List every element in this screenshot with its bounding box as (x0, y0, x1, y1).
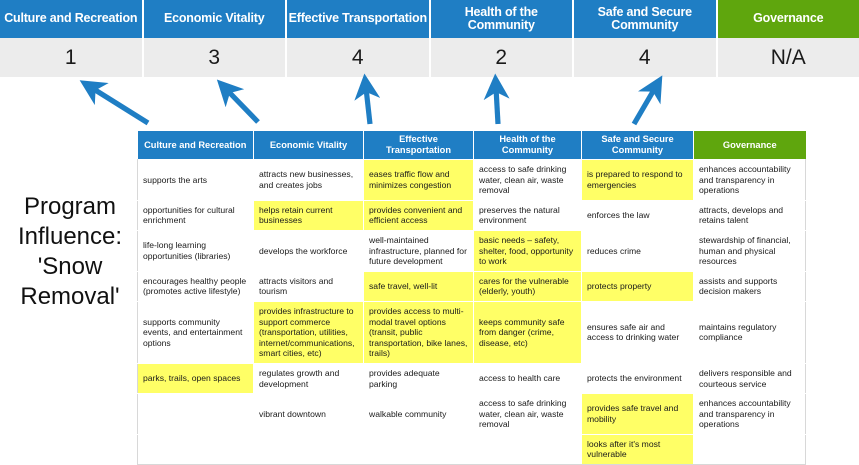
matrix-cell: provides convenient and efficient access (363, 199, 474, 231)
table-row: parks, trails, open spaces regulates gro… (137, 362, 806, 395)
table-row: life-long learning opportunities (librar… (137, 229, 806, 272)
matrix-cell: protects the environment (581, 362, 694, 395)
matrix-cell (253, 433, 364, 465)
matrix-col-header-culture-and-recreation: Culture and Recreation (137, 131, 254, 160)
influence-arrow-5 (631, 75, 663, 126)
matrix-cell: access to health care (473, 362, 582, 395)
influence-arrow-3 (354, 73, 381, 125)
matrix-cell: provides safe travel and mobility (581, 393, 694, 435)
matrix-cell: stewardship of financial, human and phys… (693, 229, 806, 272)
matrix-cell: keeps community safe from danger (crime,… (473, 300, 582, 364)
summary-value-effective-transportation: 4 (287, 38, 431, 77)
matrix-cell: maintains regulatory compliance (693, 300, 806, 364)
matrix-cell (693, 433, 806, 465)
matrix-cell: protects property (581, 270, 694, 302)
matrix-cell: enforces the law (581, 199, 694, 231)
summary-value-economic-vitality: 3 (143, 38, 287, 77)
program-influence-matrix: Culture and Recreation Economic Vitality… (137, 131, 806, 465)
matrix-header-row: Culture and Recreation Economic Vitality… (137, 131, 806, 160)
matrix-cell: opportunities for cultural enrichment (137, 199, 254, 231)
matrix-cell: reduces crime (581, 229, 694, 272)
matrix-cell (137, 433, 254, 465)
matrix-cell: basic needs – safety, shelter, food, opp… (473, 229, 582, 272)
matrix-cell: supports the arts (137, 159, 254, 201)
matrix-cell: regulates growth and development (253, 362, 364, 395)
influence-arrow-2 (216, 79, 260, 124)
matrix-cell: safe travel, well-lit (363, 270, 474, 302)
table-row: opportunities for cultural enrichment he… (137, 199, 806, 231)
matrix-cell: provides infrastructure to support comme… (253, 300, 364, 364)
matrix-col-header-economic-vitality: Economic Vitality (253, 131, 364, 160)
summary-value-governance: N/A (717, 38, 859, 77)
matrix-cell: vibrant downtown (253, 393, 364, 435)
matrix-cell: encourages healthy people (promotes acti… (137, 270, 254, 302)
matrix-cell: develops the workforce (253, 229, 364, 272)
matrix-cell: provides adequate parking (363, 362, 474, 395)
matrix-cell: parks, trails, open spaces (137, 362, 254, 395)
table-row: encourages healthy people (promotes acti… (137, 270, 806, 302)
table-row: vibrant downtown walkable community acce… (137, 393, 806, 435)
summary-header-effective-transportation: Effective Transportation (287, 0, 431, 38)
matrix-cell: looks after it's most vulnerable (581, 433, 694, 465)
matrix-cell: life-long learning opportunities (librar… (137, 229, 254, 272)
matrix-cell: attracts, develops and retains talent (693, 199, 806, 231)
matrix-col-header-governance: Governance (693, 131, 806, 160)
matrix-col-header-health-of-the-community: Health of the Community (473, 131, 582, 160)
matrix-cell: assists and supports decision makers (693, 270, 806, 302)
table-row: supports the arts attracts new businesse… (137, 159, 806, 201)
matrix-cell: helps retain current businesses (253, 199, 364, 231)
summary-scorecard-bar: Culture and Recreation Economic Vitality… (0, 0, 859, 77)
matrix-cell: eases traffic flow and minimizes congest… (363, 159, 474, 201)
matrix-cell: cares for the vulnerable (elderly, youth… (473, 270, 582, 302)
summary-header-economic-vitality: Economic Vitality (143, 0, 287, 38)
matrix-cell: provides access to multi-modal travel op… (363, 300, 474, 364)
summary-header-safe-and-secure-community: Safe and Secure Community (574, 0, 718, 38)
summary-value-health-of-the-community: 2 (430, 38, 574, 77)
matrix-col-header-effective-transportation: Effective Transportation (363, 131, 474, 160)
summary-header-culture-and-recreation: Culture and Recreation (0, 0, 144, 38)
matrix-cell (363, 433, 474, 465)
matrix-cell: well-maintained infrastructure, planned … (363, 229, 474, 272)
summary-header-governance: Governance (717, 0, 859, 38)
matrix-cell: enhances accountability and transparency… (693, 159, 806, 201)
matrix-cell: attracts new businesses, and creates job… (253, 159, 364, 201)
matrix-cell (473, 433, 582, 465)
matrix-cell: ensures safe air and access to drinking … (581, 300, 694, 364)
matrix-cell: walkable community (363, 393, 474, 435)
matrix-body: supports the arts attracts new businesse… (137, 159, 806, 465)
summary-value-culture-and-recreation: 1 (0, 38, 144, 77)
influence-arrow-1 (79, 80, 150, 126)
matrix-cell: attracts visitors and tourism (253, 270, 364, 302)
matrix-cell: access to safe drinking water, clean air… (473, 393, 582, 435)
program-influence-caption: Program Influence: 'Snow Removal' (17, 193, 123, 310)
summary-value-safe-and-secure-community: 4 (574, 38, 718, 77)
summary-header-row: Culture and Recreation Economic Vitality… (0, 0, 859, 38)
summary-value-row: 1 3 4 2 4 N/A (0, 38, 859, 77)
influence-arrow-4 (483, 73, 510, 125)
matrix-cell: access to safe drinking water, clean air… (473, 159, 582, 201)
table-row: looks after it's most vulnerable (137, 433, 806, 465)
matrix-col-header-safe-and-secure-community: Safe and Secure Community (581, 131, 694, 160)
program-influence-matrix-wrap: Culture and Recreation Economic Vitality… (137, 131, 806, 465)
matrix-cell: delivers responsible and courteous servi… (693, 362, 806, 395)
matrix-cell: supports community events, and entertain… (137, 300, 254, 364)
table-row: supports community events, and entertain… (137, 300, 806, 364)
matrix-cell: is prepared to respond to emergencies (581, 159, 694, 201)
matrix-cell: preserves the natural environment (473, 199, 582, 231)
matrix-cell: enhances accountability and transparency… (693, 393, 806, 435)
matrix-cell (137, 393, 254, 435)
summary-header-health-of-the-community: Health of the Community (430, 0, 574, 38)
